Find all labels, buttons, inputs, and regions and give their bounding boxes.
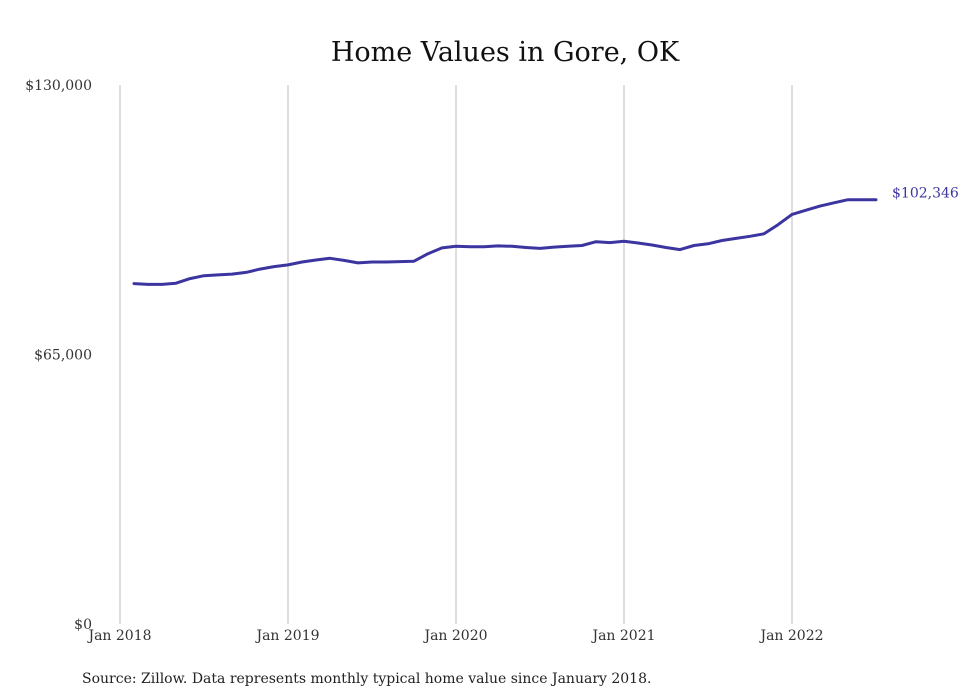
gridlines (119, 85, 793, 624)
x-axis-ticks: Jan 2018 Jan 2019 Jan 2020 Jan 2021 Jan 2022 (86, 628, 823, 644)
series-line (132, 198, 878, 286)
x-tick-label: Jan 2022 (758, 628, 823, 644)
end-value-label: $102,346 (892, 186, 959, 202)
y-tick-label: $130,000 (25, 78, 92, 94)
x-tick-label: Jan 2019 (254, 628, 319, 644)
y-tick-label: $65,000 (34, 348, 92, 364)
y-axis-ticks: $0 $65,000 $130,000 (25, 78, 92, 633)
y-tick-label: $0 (74, 617, 92, 633)
x-tick-label: Jan 2020 (422, 628, 487, 644)
series-layer (132, 198, 878, 286)
chart-title: Home Values in Gore, OK (331, 37, 680, 68)
x-tick-label: Jan 2021 (590, 628, 655, 644)
x-tick-label: Jan 2018 (86, 628, 151, 644)
source-note: Source: Zillow. Data represents monthly … (82, 671, 651, 687)
